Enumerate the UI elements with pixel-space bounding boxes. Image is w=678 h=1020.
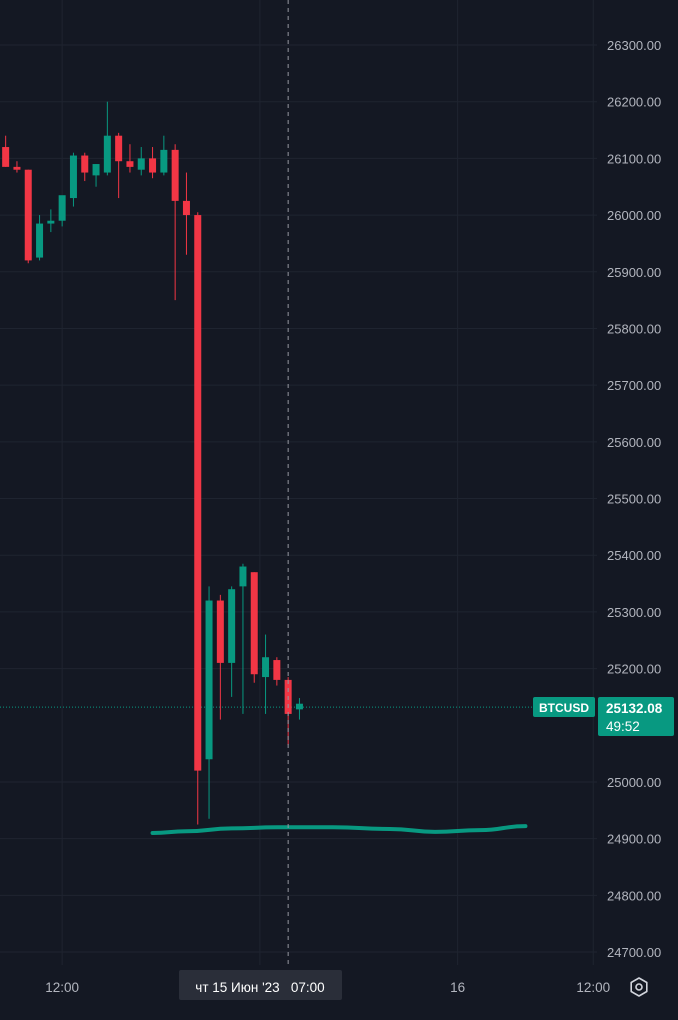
candle-body [126,161,134,167]
price-tick-label: 25700.00 [607,378,661,393]
candles [2,101,303,825]
price-tick-label: 24900.00 [607,832,661,847]
price-tick-label: 26200.00 [607,95,661,110]
trend-curve-path [150,824,528,835]
price-tick-label: 25400.00 [607,548,661,563]
candle-body [228,589,236,663]
price-tick-label: 25900.00 [607,265,661,280]
candle-body [205,600,213,760]
crosshair-time-marker: чт 15 Июн '23 07:00 [179,970,342,1000]
candle-body [69,155,77,199]
last-price-label: 25132.08 [606,701,663,716]
time-tick-label: 12:00 [576,980,610,995]
candle-body [182,200,190,216]
candle-body [149,158,157,173]
candle-body [250,572,258,675]
candle-body [115,135,123,162]
candle-body [171,149,179,201]
candle-body [103,135,111,173]
price-tick-label: 25200.00 [607,662,661,677]
bar-countdown: 49:52 [606,719,640,734]
last-price-badge-bg [598,697,674,736]
price-tick-label: 25600.00 [607,435,661,450]
candle-body [273,660,281,680]
price-tick-label: 25800.00 [607,321,661,336]
grid [0,0,597,965]
price-tick-label: 24800.00 [607,888,661,903]
candle-body [2,147,10,167]
price-tick-label: 26000.00 [607,208,661,223]
price-tick-label: 26300.00 [607,38,661,53]
time-axis[interactable]: 12:00 16 12:00 [45,980,610,995]
crosshair-time-label: чт 15 Июн '23 07:00 [195,980,324,995]
time-tick-label: 12:00 [45,980,79,995]
symbol-badge: BTCUSD [539,701,589,715]
price-tick-label: 26100.00 [607,151,661,166]
price-axis[interactable]: 26300.00 26200.00 26100.00 26000.00 25900.00… [607,38,661,960]
candle-body [13,166,21,170]
settings-gear-icon[interactable] [627,975,651,999]
symbol-badge-bg [533,697,595,717]
time-tick-label: 16 [450,980,465,995]
candle-body [239,566,247,587]
candle-body [194,215,202,771]
trend-curve [150,824,528,835]
candle-body [160,149,168,173]
candle-body [36,223,44,258]
candle-body [295,703,303,710]
candle-body [24,169,32,261]
candle-body [137,158,145,170]
candle-body [58,195,66,221]
candle-body [81,155,89,173]
candle-body [47,220,55,224]
candle-body [216,600,224,663]
candle-body [262,657,270,678]
price-tick-label: 25500.00 [607,492,661,507]
price-tick-label: 25300.00 [607,605,661,620]
price-tick-label: 25000.00 [607,775,661,790]
price-tick-label: 24700.00 [607,945,661,960]
candle-body [92,164,100,176]
crosshair-time-bg [179,970,342,1000]
last-price-markers: BTCUSD 25132.08 49:52 [533,697,674,736]
